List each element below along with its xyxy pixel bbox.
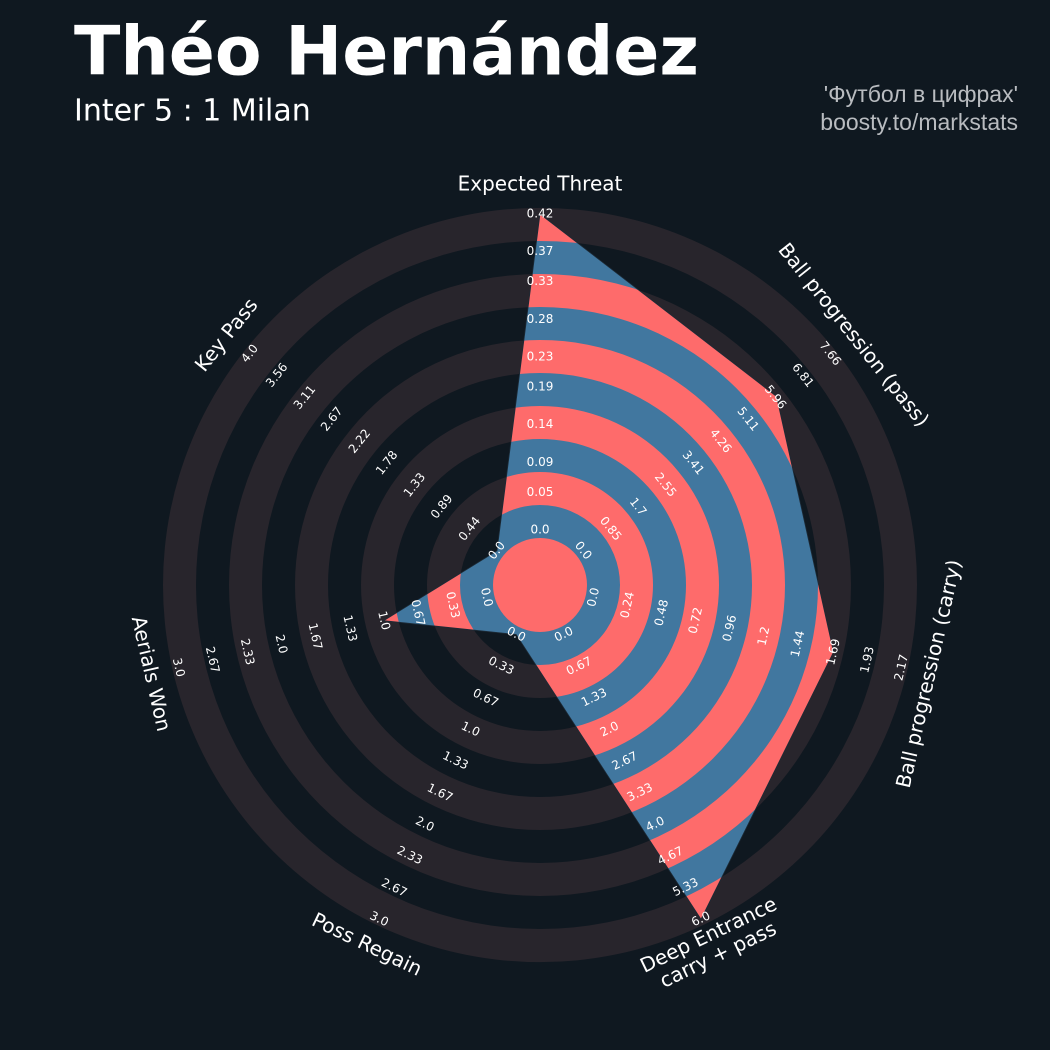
tick-label: 1.93 xyxy=(857,645,877,674)
tick-label: 0.48 xyxy=(651,598,671,627)
credit: boosty.to/markstats xyxy=(820,109,1018,135)
tick-label: 0.33 xyxy=(527,274,554,288)
tick-label: 0.37 xyxy=(527,244,554,258)
tick-label: 0.0 xyxy=(530,523,549,537)
tick-label: 2.17 xyxy=(891,653,911,682)
tick-label: 1.67 xyxy=(306,622,326,651)
chart-subtitle: Inter 5 : 1 Milan xyxy=(74,94,311,129)
tick-label: 2.0 xyxy=(273,633,291,655)
tick-label: 0.14 xyxy=(527,417,554,431)
tick-label: 1.44 xyxy=(788,629,808,658)
radar-band xyxy=(493,538,587,632)
radar-alt-bands xyxy=(383,214,834,920)
tick-label: 0.96 xyxy=(720,614,740,643)
tick-label: 0.0 xyxy=(584,586,602,608)
tick-label: 0.67 xyxy=(408,598,428,627)
tick-label: 1.33 xyxy=(340,614,360,643)
tick-label: 0.42 xyxy=(527,207,554,221)
axis-label: Expected Threat xyxy=(458,172,623,196)
tick-label: 2.67 xyxy=(203,645,223,674)
tick-label: 0.24 xyxy=(617,590,637,619)
tick-label: 0.72 xyxy=(686,606,706,635)
tick-label: 0.19 xyxy=(527,380,554,394)
tick-label: 1.69 xyxy=(823,637,843,666)
tick-label: 0.23 xyxy=(527,349,554,363)
tick-label: 0.28 xyxy=(527,312,554,326)
tick-label: 1.0 xyxy=(375,610,393,632)
credit: 'Футбол в цифрах' xyxy=(824,81,1018,107)
tick-label: 2.33 xyxy=(238,637,258,666)
tick-label: 0.0 xyxy=(478,586,496,608)
tick-label: 0.33 xyxy=(443,590,463,619)
tick-label: 3.0 xyxy=(170,657,188,679)
tick-label: 0.09 xyxy=(527,455,554,469)
tick-label: 1.2 xyxy=(755,625,773,647)
tick-label: 0.05 xyxy=(527,485,554,499)
chart-title: Théo Hernández xyxy=(74,13,699,92)
radar-outline xyxy=(382,213,834,921)
